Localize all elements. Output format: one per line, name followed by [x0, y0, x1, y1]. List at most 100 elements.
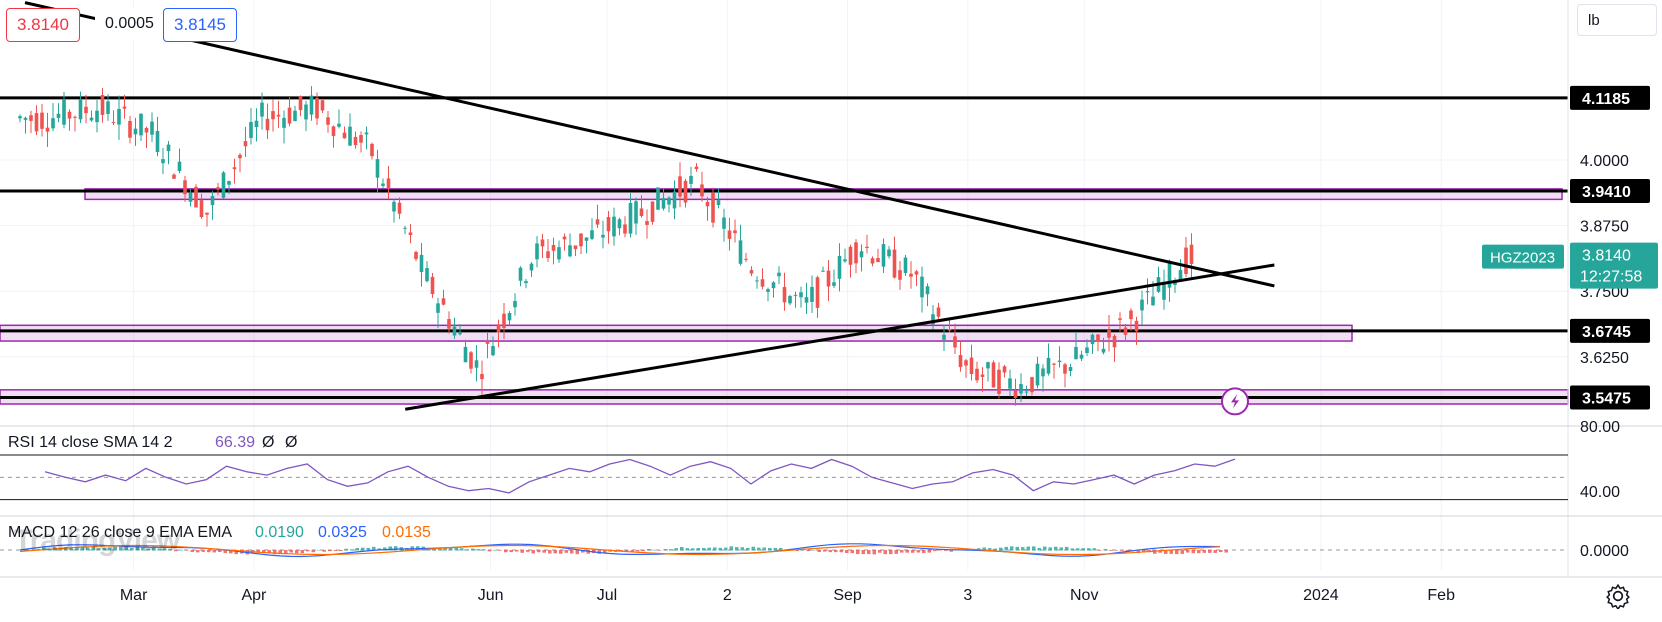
macd-histogram-bar — [504, 550, 508, 553]
macd-histogram-bar — [372, 546, 376, 551]
macd-histogram-bar — [768, 547, 772, 551]
macd-histogram-bar — [295, 550, 299, 554]
macd-histogram-bar — [1142, 550, 1146, 552]
candle-body — [56, 113, 61, 118]
rsi-value-label: 66.39 — [215, 434, 255, 451]
candle-body — [480, 373, 484, 380]
macd-histogram-bar — [1076, 548, 1080, 551]
candle-body — [210, 196, 215, 206]
candle-body — [447, 318, 451, 329]
candle-body — [584, 237, 589, 241]
macd-histogram-bar — [1054, 546, 1058, 551]
candle-body — [254, 120, 259, 128]
candle-body — [425, 268, 429, 282]
candle-body — [628, 202, 633, 234]
macd-histogram-bar — [1153, 550, 1157, 554]
lightning-icon-glyph — [1231, 394, 1239, 409]
candle-body — [315, 97, 319, 119]
level-price-label: 3.5475 — [1582, 390, 1631, 407]
candle-body — [491, 346, 495, 356]
unit-selector[interactable]: lb — [1577, 4, 1657, 36]
candle-body — [865, 246, 869, 249]
macd-histogram-bar — [471, 548, 475, 551]
macd-histogram-bar — [366, 547, 370, 551]
candle-body — [485, 340, 490, 344]
macd-histogram-bar — [317, 549, 321, 551]
candle-body — [1074, 346, 1078, 360]
candle-body — [540, 239, 545, 247]
candle-body — [177, 161, 182, 171]
candle-body — [854, 242, 858, 264]
candle-body — [337, 123, 341, 127]
candle-body — [359, 135, 363, 143]
macd-histogram-bar — [465, 549, 469, 551]
candle-body — [749, 270, 754, 274]
candle-body — [1134, 320, 1139, 332]
macd-histogram-bar — [559, 550, 563, 554]
candle-body — [1013, 390, 1018, 398]
macd-histogram-bar — [850, 550, 854, 554]
macd-histogram-bar — [564, 550, 568, 553]
candle-body — [1068, 367, 1073, 372]
rsi-y-tick: 40.00 — [1580, 484, 1620, 501]
candle-body — [18, 116, 22, 119]
candle-body — [562, 236, 567, 240]
macd-histogram-bar — [1114, 550, 1118, 551]
macd-histogram-bar — [938, 550, 942, 551]
macd-histogram-bar — [157, 548, 161, 551]
x-tick-label: Sep — [833, 587, 862, 604]
candle-body — [617, 219, 622, 229]
candle-body — [117, 108, 121, 125]
candle-body — [1112, 335, 1117, 348]
rsi-extra-label: Ø — [262, 434, 274, 451]
candle-body — [199, 200, 204, 218]
x-tick-label: Nov — [1070, 587, 1098, 604]
macd-histogram-bar — [1180, 550, 1184, 554]
macd-histogram-bar — [740, 547, 744, 551]
macd-histogram-bar — [735, 547, 739, 551]
macd-histogram-bar — [339, 550, 343, 552]
last-price-tag — [1570, 242, 1658, 289]
candle-body — [469, 352, 473, 369]
macd-histogram-bar — [355, 547, 359, 551]
candle-body — [304, 104, 308, 120]
macd-histogram-bar — [300, 550, 304, 554]
bid-price-pill[interactable]: 3.8140 — [6, 8, 80, 42]
candle-body — [903, 257, 908, 274]
candle-body — [139, 113, 143, 136]
macd-histogram-bar — [273, 550, 277, 555]
ask-price-pill[interactable]: 3.8145 — [163, 8, 237, 42]
candle-body — [205, 212, 209, 215]
candle-body — [887, 249, 891, 257]
candle-body — [106, 101, 110, 114]
macd-histogram-bar — [460, 548, 464, 551]
macd-histogram-value: 0.0190 — [255, 524, 304, 541]
candle-body — [590, 230, 594, 239]
candle-body — [711, 192, 715, 223]
macd-histogram-bar — [647, 549, 651, 551]
candle-body — [397, 202, 402, 214]
tradingview-watermark: TradingView — [14, 524, 180, 557]
macd-histogram-bar — [548, 550, 552, 554]
support-resistance-zone — [84, 188, 1563, 201]
macd-histogram-bar — [1109, 550, 1113, 551]
macd-histogram-bar — [845, 550, 849, 554]
macd-histogram-bar — [713, 547, 717, 551]
candle-body — [876, 258, 880, 263]
candle-body — [227, 181, 231, 185]
x-tick-label: Feb — [1427, 587, 1455, 604]
candle-body — [392, 201, 396, 212]
candle-body — [645, 221, 649, 225]
macd-histogram-bar — [911, 550, 915, 553]
macd-histogram-bar — [520, 550, 524, 553]
macd-histogram-bar — [795, 550, 799, 551]
macd-histogram-bar — [322, 550, 326, 552]
macd-histogram-bar — [97, 547, 101, 551]
macd-histogram-bar — [839, 550, 843, 553]
macd-histogram-bar — [988, 548, 992, 551]
gear-icon[interactable] — [1605, 583, 1631, 609]
candle-body — [364, 132, 369, 135]
macd-histogram-bar — [630, 550, 634, 553]
